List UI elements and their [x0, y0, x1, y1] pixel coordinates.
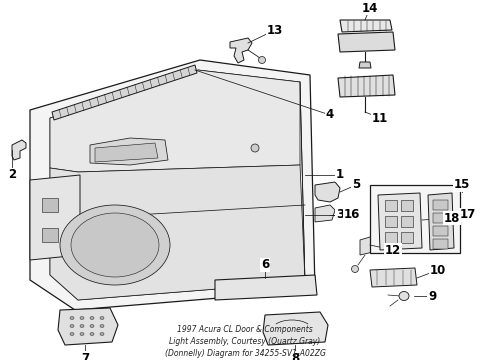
Ellipse shape [251, 144, 259, 152]
Text: 15: 15 [454, 179, 470, 192]
Ellipse shape [70, 316, 74, 320]
Polygon shape [428, 193, 454, 250]
Polygon shape [315, 182, 340, 202]
Ellipse shape [71, 213, 159, 277]
Text: 3: 3 [336, 208, 344, 221]
Text: 13: 13 [267, 23, 283, 36]
Ellipse shape [80, 324, 84, 328]
Bar [433, 213, 448, 223]
Ellipse shape [100, 324, 104, 328]
Polygon shape [95, 143, 158, 162]
Text: 6: 6 [261, 258, 269, 271]
Bar [370, 185, 460, 253]
Ellipse shape [70, 333, 74, 336]
Polygon shape [215, 275, 317, 300]
Text: 14: 14 [362, 1, 378, 14]
Polygon shape [338, 75, 395, 97]
Text: 9: 9 [428, 289, 436, 302]
Text: 11: 11 [372, 112, 388, 125]
Bar [385, 200, 397, 211]
Polygon shape [50, 165, 305, 300]
Polygon shape [230, 38, 252, 63]
Text: 5: 5 [352, 179, 360, 192]
Bar [433, 226, 448, 236]
Polygon shape [359, 62, 371, 68]
Text: 4: 4 [326, 108, 334, 122]
Ellipse shape [100, 316, 104, 320]
Bar [401, 232, 413, 243]
Text: 10: 10 [430, 264, 446, 276]
Bar [433, 200, 448, 210]
Ellipse shape [399, 292, 409, 301]
Text: 12: 12 [385, 243, 401, 256]
Polygon shape [42, 228, 58, 242]
Text: 18: 18 [444, 211, 460, 225]
Ellipse shape [80, 316, 84, 320]
Polygon shape [360, 237, 375, 255]
Ellipse shape [90, 324, 94, 328]
Text: 1997 Acura CL Door & Components
Light Assembly, Courtesy (Quartz Gray)
(Donnelly: 1997 Acura CL Door & Components Light As… [165, 325, 325, 358]
Polygon shape [30, 175, 80, 260]
Polygon shape [52, 65, 197, 120]
Text: 7: 7 [81, 351, 89, 360]
Polygon shape [90, 138, 168, 165]
Ellipse shape [351, 266, 359, 273]
Polygon shape [50, 70, 305, 300]
Text: 16: 16 [344, 208, 360, 221]
Polygon shape [30, 60, 315, 310]
Ellipse shape [80, 333, 84, 336]
Polygon shape [370, 268, 417, 287]
Ellipse shape [70, 324, 74, 328]
Polygon shape [263, 312, 328, 345]
Text: 2: 2 [8, 168, 16, 181]
Ellipse shape [90, 333, 94, 336]
Bar [433, 239, 448, 249]
Polygon shape [338, 32, 395, 52]
Bar [401, 216, 413, 227]
Ellipse shape [259, 57, 266, 63]
Polygon shape [50, 70, 300, 172]
Polygon shape [340, 20, 392, 32]
Ellipse shape [60, 205, 170, 285]
Text: 17: 17 [460, 208, 476, 221]
Text: 8: 8 [291, 351, 299, 360]
Polygon shape [315, 205, 335, 222]
Bar [385, 216, 397, 227]
Polygon shape [42, 198, 58, 212]
Ellipse shape [90, 316, 94, 320]
Bar [385, 232, 397, 243]
Text: 1: 1 [336, 168, 344, 181]
Polygon shape [58, 308, 118, 345]
Bar [401, 200, 413, 211]
Polygon shape [12, 140, 26, 160]
Ellipse shape [100, 333, 104, 336]
Polygon shape [378, 193, 422, 250]
